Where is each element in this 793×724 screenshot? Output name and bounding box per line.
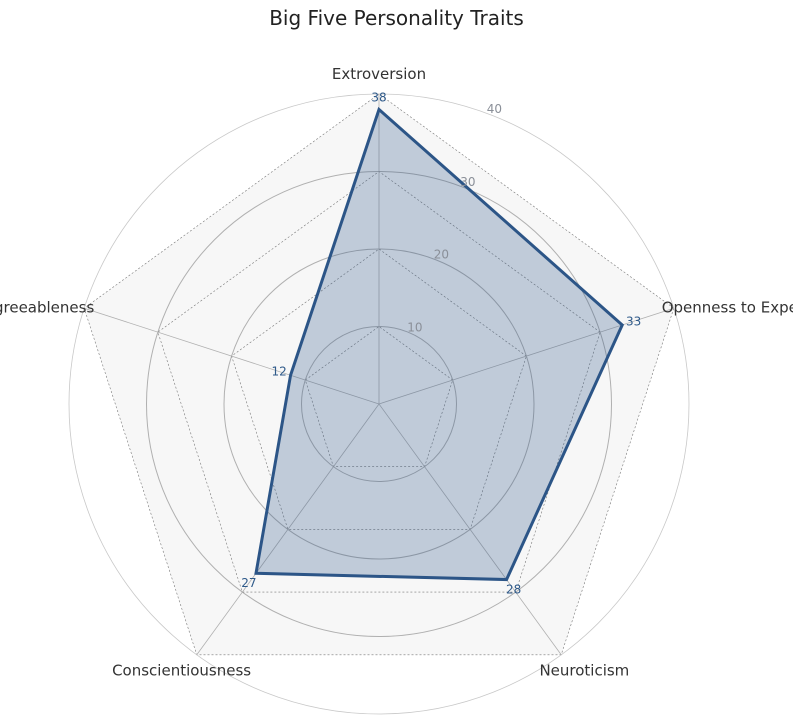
chart-title: Big Five Personality Traits xyxy=(269,6,524,30)
value-label: 33 xyxy=(626,314,641,328)
axis-label: Neuroticism xyxy=(539,661,629,679)
radar-series xyxy=(254,106,625,582)
axis-spoke xyxy=(378,403,562,656)
value-label: 28 xyxy=(506,582,521,596)
axis-label: Agreeableness xyxy=(0,299,94,317)
series-polygon xyxy=(254,106,625,582)
value-label: 38 xyxy=(371,91,386,105)
radial-tick-label: 10 xyxy=(407,320,422,334)
radar-labels: 10 20 30 40 33 38 12 27 28 Openness to Experience… xyxy=(0,65,793,679)
axis-label: Extroversion xyxy=(332,65,426,83)
axis-label: Conscientiousness xyxy=(112,661,251,679)
radar-grid xyxy=(68,93,690,715)
value-label: 27 xyxy=(241,576,256,590)
axis-spoke xyxy=(196,403,380,656)
radial-tick-label: 40 xyxy=(487,102,502,116)
axis-spoke xyxy=(84,307,380,405)
radial-tick-label: 30 xyxy=(460,175,475,189)
axis-spoke xyxy=(378,307,674,405)
radial-tick-label: 20 xyxy=(434,248,449,262)
axis-label: Openness to Experience xyxy=(662,299,793,317)
value-label: 12 xyxy=(271,365,286,379)
